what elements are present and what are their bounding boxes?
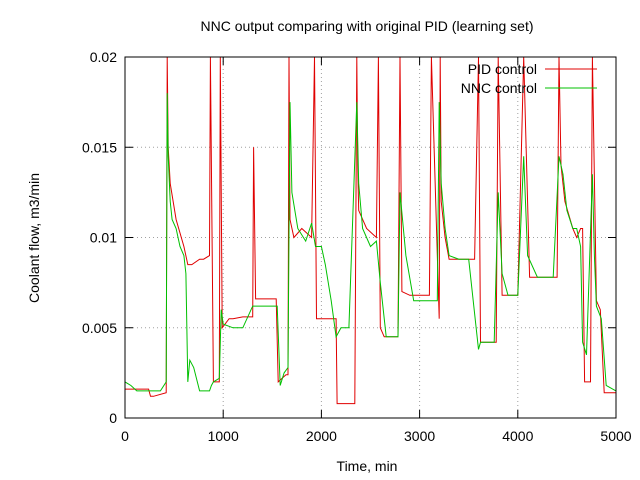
y-tick-label: 0.015 xyxy=(82,139,117,155)
legend: PID control NNC control xyxy=(461,61,597,96)
x-tick-label: 1000 xyxy=(208,428,239,444)
series-line-nnc xyxy=(125,93,616,392)
plot-frame xyxy=(124,56,617,419)
y-tick-label: 0.02 xyxy=(90,49,117,65)
chart-title: NNC output comparing with original PID (… xyxy=(200,18,533,34)
x-axis-label: Time, min xyxy=(337,458,398,474)
series-group xyxy=(125,57,616,405)
grid xyxy=(125,57,616,418)
legend-label-pid: PID control xyxy=(468,61,537,77)
x-tick-label: 5000 xyxy=(600,428,631,444)
x-tick-label: 2000 xyxy=(306,428,337,444)
y-tick-label: 0.01 xyxy=(90,230,117,246)
y-tick-label: 0 xyxy=(109,410,117,426)
series-line-pid xyxy=(125,57,616,405)
y-tick-label: 0.005 xyxy=(82,320,117,336)
y-axis-label: Coolant flow, m3/min xyxy=(26,173,42,303)
x-tick-label: 3000 xyxy=(404,428,435,444)
legend-label-nnc: NNC control xyxy=(461,80,537,96)
x-tick-label: 4000 xyxy=(502,428,533,444)
x-tick-label: 0 xyxy=(121,428,129,444)
ticks: 0 1000 2000 3000 4000 5000 0 0.005 0.01 0.015 0.02 xyxy=(82,49,632,444)
